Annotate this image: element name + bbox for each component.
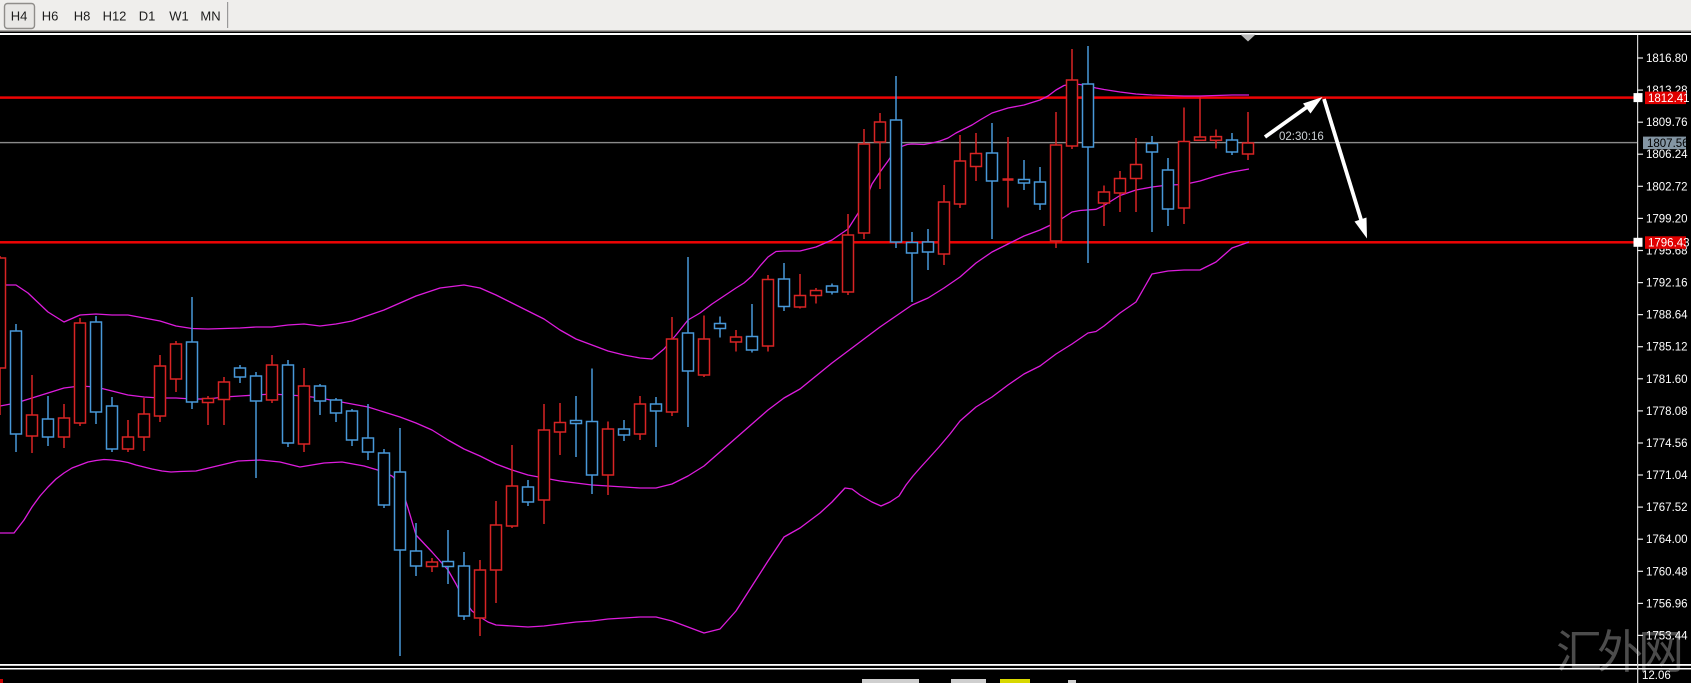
svg-text:1781.60: 1781.60 [1646,374,1688,386]
svg-text:1788.64: 1788.64 [1646,310,1688,322]
svg-text:1812.41: 1812.41 [1648,93,1690,105]
svg-text:W1: W1 [169,9,189,24]
svg-text:H6: H6 [42,9,59,24]
svg-text:1799.20: 1799.20 [1646,213,1688,225]
svg-text:1771.04: 1771.04 [1646,470,1688,482]
svg-text:1774.56: 1774.56 [1646,438,1688,450]
svg-text:1764.00: 1764.00 [1646,534,1688,546]
svg-text:1802.72: 1802.72 [1646,181,1688,193]
svg-text:1767.52: 1767.52 [1646,502,1688,514]
svg-text:H4: H4 [11,9,28,24]
svg-text:1778.08: 1778.08 [1646,406,1688,418]
svg-text:1816.80: 1816.80 [1646,53,1688,65]
svg-text:1796.43: 1796.43 [1648,238,1690,250]
svg-text:1753.44: 1753.44 [1646,630,1688,642]
svg-text:H12: H12 [103,9,127,24]
svg-text:H8: H8 [74,9,91,24]
svg-text:1760.48: 1760.48 [1646,566,1688,578]
svg-text:1756.96: 1756.96 [1646,598,1688,610]
svg-text:1806.24: 1806.24 [1646,149,1688,161]
svg-text:12.06: 12.06 [1642,670,1671,682]
svg-text:02:30:16: 02:30:16 [1279,131,1324,143]
svg-text:1785.12: 1785.12 [1646,342,1688,354]
svg-text:MN: MN [200,9,220,24]
svg-text:1809.76: 1809.76 [1646,117,1688,129]
svg-text:1792.16: 1792.16 [1646,278,1688,290]
svg-text:1807.56: 1807.56 [1647,138,1689,150]
svg-text:D1: D1 [139,9,156,24]
